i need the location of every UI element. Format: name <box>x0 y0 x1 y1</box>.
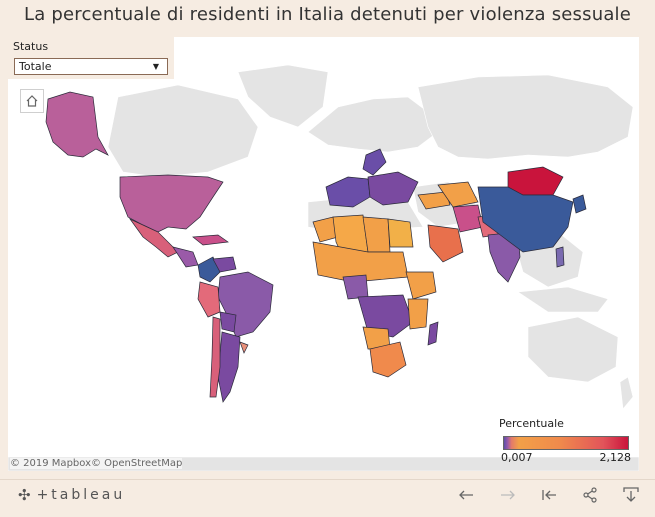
share-button[interactable] <box>578 484 602 506</box>
page-title: La percentuale di residenti in Italia de… <box>0 4 655 25</box>
color-legend: Percentuale 0,007 2,128 <box>498 415 633 465</box>
land-russia <box>418 75 633 159</box>
download-button[interactable] <box>619 484 643 506</box>
map-viz[interactable]: Status Totale ▼ © 2019 Mapbox© OpenStree… <box>8 37 639 471</box>
tableau-toolbar: ✣ +tableau <box>0 479 655 510</box>
world-map[interactable] <box>8 37 639 471</box>
revert-icon <box>541 489 557 501</box>
tableau-wordmark: +tableau <box>37 487 126 503</box>
legend-min: 0,007 <box>501 451 533 464</box>
download-icon <box>623 487 639 503</box>
caret-down-icon: ▼ <box>153 59 159 74</box>
country-east-africa <box>408 299 428 329</box>
redo-button[interactable] <box>496 484 520 506</box>
country-bolivia <box>220 312 236 332</box>
status-filter-label: Status <box>13 40 48 53</box>
legend-title: Percentuale <box>499 417 564 430</box>
redo-icon <box>500 489 516 501</box>
revert-button[interactable] <box>537 484 561 506</box>
home-icon <box>25 94 39 108</box>
status-dropdown-value: Totale <box>19 60 51 73</box>
home-button[interactable] <box>20 89 44 113</box>
status-dropdown[interactable]: Totale ▼ <box>14 58 168 75</box>
undo-icon <box>458 489 474 501</box>
undo-button[interactable] <box>454 484 478 506</box>
legend-max: 2,128 <box>600 451 632 464</box>
country-philippines <box>556 247 564 267</box>
status-filter: Status Totale ▼ <box>8 37 174 79</box>
country-libya <box>363 217 390 252</box>
map-attribution[interactable]: © 2019 Mapbox© OpenStreetMap <box>10 458 182 469</box>
tableau-mark-icon: ✣ <box>18 486 31 504</box>
country-egypt <box>388 219 413 247</box>
legend-gradient <box>503 436 629 450</box>
share-icon <box>582 487 598 503</box>
tableau-logo[interactable]: ✣ +tableau <box>18 486 125 504</box>
